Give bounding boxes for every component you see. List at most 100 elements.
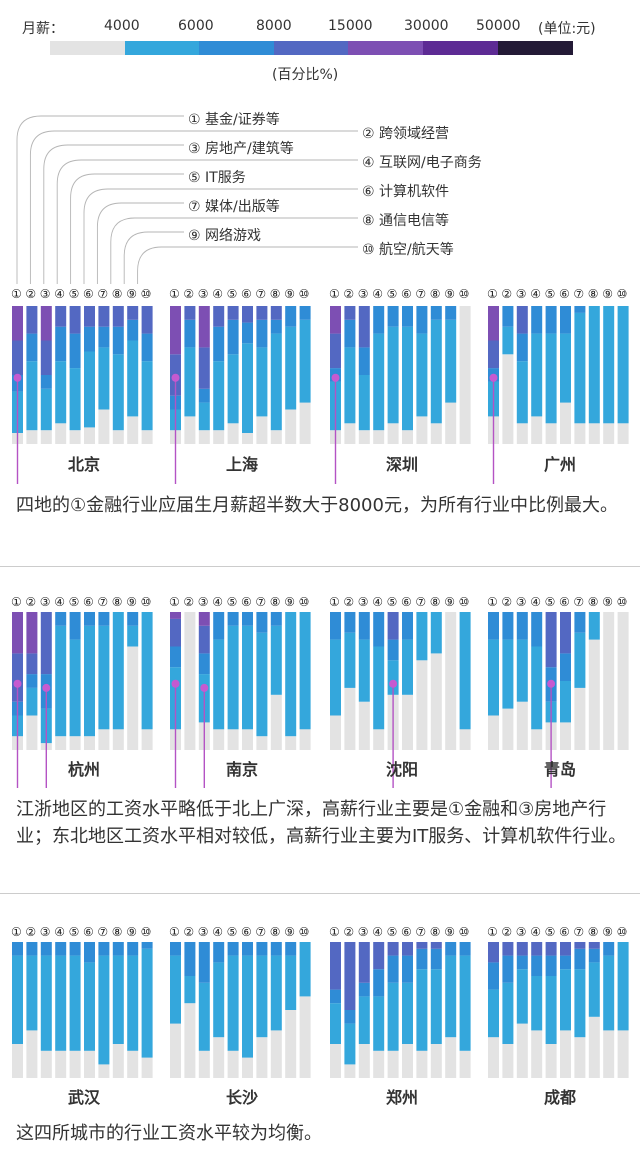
highlight-dot (42, 683, 51, 692)
bar-segment (588, 423, 600, 444)
bar-segment (127, 319, 139, 341)
bar-segment (69, 736, 81, 750)
bar-segment (270, 319, 282, 334)
bar-segment (242, 343, 253, 433)
bar-segment (26, 612, 38, 654)
bar-segment (170, 646, 181, 668)
bar-segment (588, 306, 600, 424)
column-number: ⑦ (573, 925, 585, 939)
bar-segment (545, 1044, 557, 1078)
leader-line-9 (123, 231, 184, 284)
column-number: ⑦ (255, 925, 267, 939)
bar-segment (358, 1044, 370, 1078)
column-number: ⑨ (602, 595, 613, 609)
bar-segment (170, 955, 181, 1024)
column-number: ② (25, 287, 37, 301)
bar-segment (402, 306, 413, 327)
bar-segment (198, 388, 210, 403)
bar-segment (242, 1057, 253, 1078)
bar-segment (242, 942, 253, 956)
bar-segment (574, 942, 586, 949)
bar-segment (256, 632, 268, 737)
column-number: ⑤ (544, 595, 556, 609)
bar-segment (445, 942, 457, 956)
bar-segment (545, 306, 557, 334)
bar-segment (198, 306, 210, 348)
bar-segment (256, 1037, 268, 1078)
bar-segment (545, 955, 557, 976)
bar-segment (55, 625, 67, 737)
bar-segment (459, 942, 471, 956)
highlight-dot (13, 679, 22, 688)
bar-segment (84, 326, 95, 352)
bar-segment (26, 306, 38, 334)
column-number: ⑧ (587, 287, 599, 301)
bar-segment (531, 976, 543, 1031)
bar-segment (574, 312, 586, 424)
city-label: 郑州 (385, 1088, 418, 1107)
bar-segment (516, 423, 528, 444)
column-number: ④ (372, 287, 383, 301)
bar-segment (387, 955, 399, 983)
column-number: ⑨ (126, 925, 137, 939)
column-number: ① (169, 287, 180, 301)
leader-line-7 (96, 202, 184, 284)
column-number: ② (25, 595, 37, 609)
column-number: ⑨ (444, 595, 455, 609)
bar-segment (488, 962, 499, 990)
bar-segment (227, 612, 239, 626)
bar-segment (516, 639, 528, 702)
bar-segment (98, 347, 110, 410)
legend-swatch-0 (50, 41, 125, 55)
bar-segment (141, 729, 153, 750)
bar-segment (560, 612, 571, 654)
bar-segment (98, 612, 110, 626)
bar-segment (344, 423, 356, 444)
bar-segment (242, 612, 253, 626)
highlight-dot (13, 373, 22, 382)
column-number: ⑥ (401, 595, 412, 609)
bar-segment (112, 354, 124, 431)
bar-segment (516, 361, 528, 424)
legend-label-6000: 6000 (178, 18, 214, 34)
bar-segment (344, 1010, 356, 1024)
column-number: ③ (197, 595, 209, 609)
bar-segment (112, 942, 124, 956)
column-number: ⑤ (386, 287, 398, 301)
bar-segment (55, 361, 67, 424)
highlight-dot (331, 373, 340, 382)
bar-segment (98, 729, 110, 750)
bar-segment (387, 942, 399, 956)
bar-segment (459, 306, 471, 444)
bar-segment (330, 306, 341, 334)
bar-segment (402, 694, 413, 750)
bar-segment (184, 1003, 196, 1078)
column-number: ⑧ (587, 595, 599, 609)
bar-segment (416, 416, 428, 444)
bar-segment (299, 319, 311, 403)
bar-segment (213, 942, 225, 963)
highlight-dot (489, 373, 498, 382)
bar-segment (488, 340, 499, 369)
legend-swatch-1 (124, 41, 200, 55)
bar-segment (445, 319, 457, 403)
bar-segment (430, 969, 442, 1044)
bar-segment (416, 948, 428, 970)
bar-segment (574, 423, 586, 444)
bar-segment (84, 427, 95, 444)
bar-segment (141, 333, 153, 362)
bar-segment (430, 319, 442, 424)
bar-segment (227, 942, 239, 956)
legend-prefix: 月薪： (22, 21, 64, 37)
bar-segment (344, 612, 356, 633)
bar-segment (84, 1050, 95, 1078)
bar-segment (256, 319, 268, 348)
bar-segment (112, 430, 124, 444)
legend-label-4000: 4000 (104, 18, 140, 34)
bar-segment (26, 674, 38, 688)
bar-segment (430, 653, 442, 750)
bar-segment (358, 612, 370, 640)
highlight-dot (547, 679, 556, 688)
legend-swatch-6 (497, 41, 573, 55)
column-number: ③ (515, 595, 527, 609)
